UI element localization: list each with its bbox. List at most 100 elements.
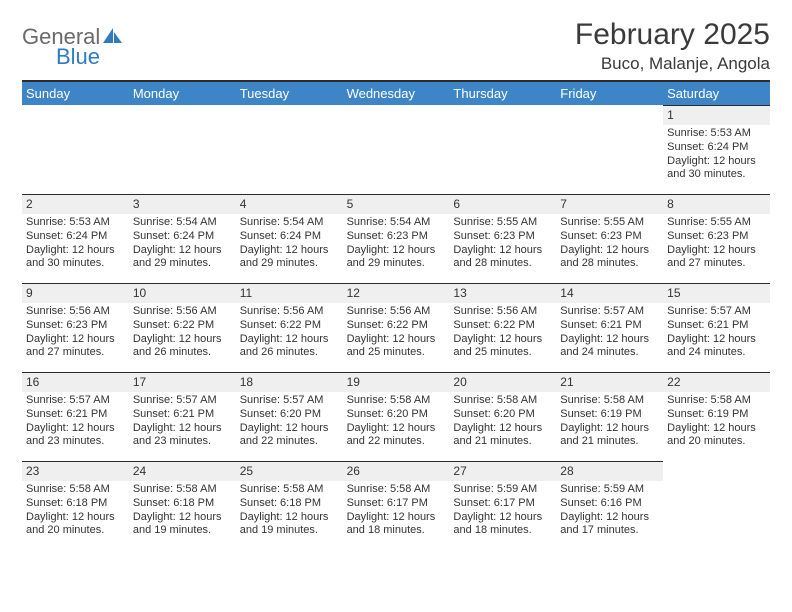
- sunset-text: Sunset: 6:17 PM: [347, 497, 446, 511]
- sunset-text: Sunset: 6:17 PM: [453, 497, 552, 511]
- day-header: Thursday: [449, 82, 556, 105]
- calendar-cell: 6Sunrise: 5:55 AMSunset: 6:23 PMDaylight…: [449, 194, 556, 283]
- sunrise-text: Sunrise: 5:58 AM: [667, 394, 766, 408]
- day-header: Wednesday: [343, 82, 450, 105]
- sunset-text: Sunset: 6:22 PM: [240, 319, 339, 333]
- day-number: 9: [22, 283, 129, 303]
- daylight-text: Daylight: 12 hours and 18 minutes.: [453, 511, 552, 539]
- sunrise-text: Sunrise: 5:57 AM: [667, 305, 766, 319]
- calendar-cell: 9Sunrise: 5:56 AMSunset: 6:23 PMDaylight…: [22, 283, 129, 372]
- daylight-text: Daylight: 12 hours and 19 minutes.: [240, 511, 339, 539]
- cell-body: Sunrise: 5:58 AMSunset: 6:20 PMDaylight:…: [343, 392, 450, 453]
- day-number: 16: [22, 372, 129, 392]
- cell-body: Sunrise: 5:53 AMSunset: 6:24 PMDaylight:…: [663, 125, 770, 186]
- cell-body: Sunrise: 5:54 AMSunset: 6:24 PMDaylight:…: [236, 214, 343, 275]
- daylight-text: Daylight: 12 hours and 29 minutes.: [133, 244, 232, 272]
- sunrise-text: Sunrise: 5:58 AM: [560, 394, 659, 408]
- calendar-cell: [343, 105, 450, 194]
- calendar-cell: 25Sunrise: 5:58 AMSunset: 6:18 PMDayligh…: [236, 461, 343, 550]
- sunset-text: Sunset: 6:21 PM: [667, 319, 766, 333]
- daylight-text: Daylight: 12 hours and 24 minutes.: [667, 333, 766, 361]
- sunset-text: Sunset: 6:18 PM: [26, 497, 125, 511]
- calendar-cell: 4Sunrise: 5:54 AMSunset: 6:24 PMDaylight…: [236, 194, 343, 283]
- sunset-text: Sunset: 6:18 PM: [133, 497, 232, 511]
- sunset-text: Sunset: 6:21 PM: [560, 319, 659, 333]
- day-number: 26: [343, 461, 450, 481]
- daylight-text: Daylight: 12 hours and 30 minutes.: [26, 244, 125, 272]
- calendar-cell: [663, 461, 770, 550]
- day-number: 15: [663, 283, 770, 303]
- daylight-text: Daylight: 12 hours and 28 minutes.: [453, 244, 552, 272]
- sunrise-text: Sunrise: 5:59 AM: [560, 483, 659, 497]
- sunset-text: Sunset: 6:23 PM: [560, 230, 659, 244]
- day-number: 18: [236, 372, 343, 392]
- sunset-text: Sunset: 6:18 PM: [240, 497, 339, 511]
- cell-body: Sunrise: 5:58 AMSunset: 6:20 PMDaylight:…: [449, 392, 556, 453]
- day-number: 19: [343, 372, 450, 392]
- cell-body: Sunrise: 5:57 AMSunset: 6:20 PMDaylight:…: [236, 392, 343, 453]
- calendar-cell: 15Sunrise: 5:57 AMSunset: 6:21 PMDayligh…: [663, 283, 770, 372]
- calendar-cell: 12Sunrise: 5:56 AMSunset: 6:22 PMDayligh…: [343, 283, 450, 372]
- calendar-cell: [22, 105, 129, 194]
- sunset-text: Sunset: 6:22 PM: [453, 319, 552, 333]
- cell-body: Sunrise: 5:59 AMSunset: 6:17 PMDaylight:…: [449, 481, 556, 542]
- day-number: 21: [556, 372, 663, 392]
- cell-body: Sunrise: 5:58 AMSunset: 6:17 PMDaylight:…: [343, 481, 450, 542]
- daylight-text: Daylight: 12 hours and 18 minutes.: [347, 511, 446, 539]
- calendar-cell: 22Sunrise: 5:58 AMSunset: 6:19 PMDayligh…: [663, 372, 770, 461]
- sunrise-text: Sunrise: 5:54 AM: [347, 216, 446, 230]
- calendar-cell: 7Sunrise: 5:55 AMSunset: 6:23 PMDaylight…: [556, 194, 663, 283]
- cell-body: Sunrise: 5:57 AMSunset: 6:21 PMDaylight:…: [663, 303, 770, 364]
- day-number: 24: [129, 461, 236, 481]
- calendar-grid: SundayMondayTuesdayWednesdayThursdayFrid…: [22, 82, 770, 550]
- calendar-cell: [129, 105, 236, 194]
- daylight-text: Daylight: 12 hours and 20 minutes.: [26, 511, 125, 539]
- sunrise-text: Sunrise: 5:55 AM: [560, 216, 659, 230]
- day-number: 6: [449, 194, 556, 214]
- sunset-text: Sunset: 6:24 PM: [240, 230, 339, 244]
- sunset-text: Sunset: 6:23 PM: [347, 230, 446, 244]
- cell-body: Sunrise: 5:58 AMSunset: 6:18 PMDaylight:…: [236, 481, 343, 542]
- calendar-cell: 14Sunrise: 5:57 AMSunset: 6:21 PMDayligh…: [556, 283, 663, 372]
- calendar-cell: 8Sunrise: 5:55 AMSunset: 6:23 PMDaylight…: [663, 194, 770, 283]
- sunset-text: Sunset: 6:19 PM: [667, 408, 766, 422]
- page-title: February 2025: [575, 18, 770, 52]
- sunrise-text: Sunrise: 5:57 AM: [133, 394, 232, 408]
- day-header: Saturday: [663, 82, 770, 105]
- daylight-text: Daylight: 12 hours and 24 minutes.: [560, 333, 659, 361]
- daylight-text: Daylight: 12 hours and 23 minutes.: [133, 422, 232, 450]
- cell-body: Sunrise: 5:57 AMSunset: 6:21 PMDaylight:…: [129, 392, 236, 453]
- header: GeneralBlue February 2025 Buco, Malanje,…: [22, 18, 770, 74]
- sunrise-text: Sunrise: 5:57 AM: [560, 305, 659, 319]
- cell-body: Sunrise: 5:58 AMSunset: 6:19 PMDaylight:…: [556, 392, 663, 453]
- day-number: 5: [343, 194, 450, 214]
- cell-body: Sunrise: 5:55 AMSunset: 6:23 PMDaylight:…: [556, 214, 663, 275]
- day-number: 22: [663, 372, 770, 392]
- cell-body: Sunrise: 5:58 AMSunset: 6:19 PMDaylight:…: [663, 392, 770, 453]
- calendar-cell: 19Sunrise: 5:58 AMSunset: 6:20 PMDayligh…: [343, 372, 450, 461]
- day-number: 17: [129, 372, 236, 392]
- day-number: 28: [556, 461, 663, 481]
- day-number: 12: [343, 283, 450, 303]
- sunset-text: Sunset: 6:19 PM: [560, 408, 659, 422]
- cell-body: Sunrise: 5:54 AMSunset: 6:24 PMDaylight:…: [129, 214, 236, 275]
- daylight-text: Daylight: 12 hours and 29 minutes.: [347, 244, 446, 272]
- daylight-text: Daylight: 12 hours and 22 minutes.: [347, 422, 446, 450]
- cell-body: Sunrise: 5:56 AMSunset: 6:22 PMDaylight:…: [343, 303, 450, 364]
- daylight-text: Daylight: 12 hours and 26 minutes.: [133, 333, 232, 361]
- daylight-text: Daylight: 12 hours and 27 minutes.: [667, 244, 766, 272]
- calendar-cell: 18Sunrise: 5:57 AMSunset: 6:20 PMDayligh…: [236, 372, 343, 461]
- calendar-cell: [449, 105, 556, 194]
- calendar-cell: 23Sunrise: 5:58 AMSunset: 6:18 PMDayligh…: [22, 461, 129, 550]
- sunset-text: Sunset: 6:22 PM: [133, 319, 232, 333]
- cell-body: Sunrise: 5:57 AMSunset: 6:21 PMDaylight:…: [22, 392, 129, 453]
- sunrise-text: Sunrise: 5:55 AM: [667, 216, 766, 230]
- daylight-text: Daylight: 12 hours and 19 minutes.: [133, 511, 232, 539]
- sunrise-text: Sunrise: 5:56 AM: [453, 305, 552, 319]
- sunrise-text: Sunrise: 5:58 AM: [347, 394, 446, 408]
- sunrise-text: Sunrise: 5:58 AM: [133, 483, 232, 497]
- title-block: February 2025 Buco, Malanje, Angola: [575, 18, 770, 74]
- daylight-text: Daylight: 12 hours and 25 minutes.: [347, 333, 446, 361]
- cell-body: Sunrise: 5:59 AMSunset: 6:16 PMDaylight:…: [556, 481, 663, 542]
- sunrise-text: Sunrise: 5:56 AM: [133, 305, 232, 319]
